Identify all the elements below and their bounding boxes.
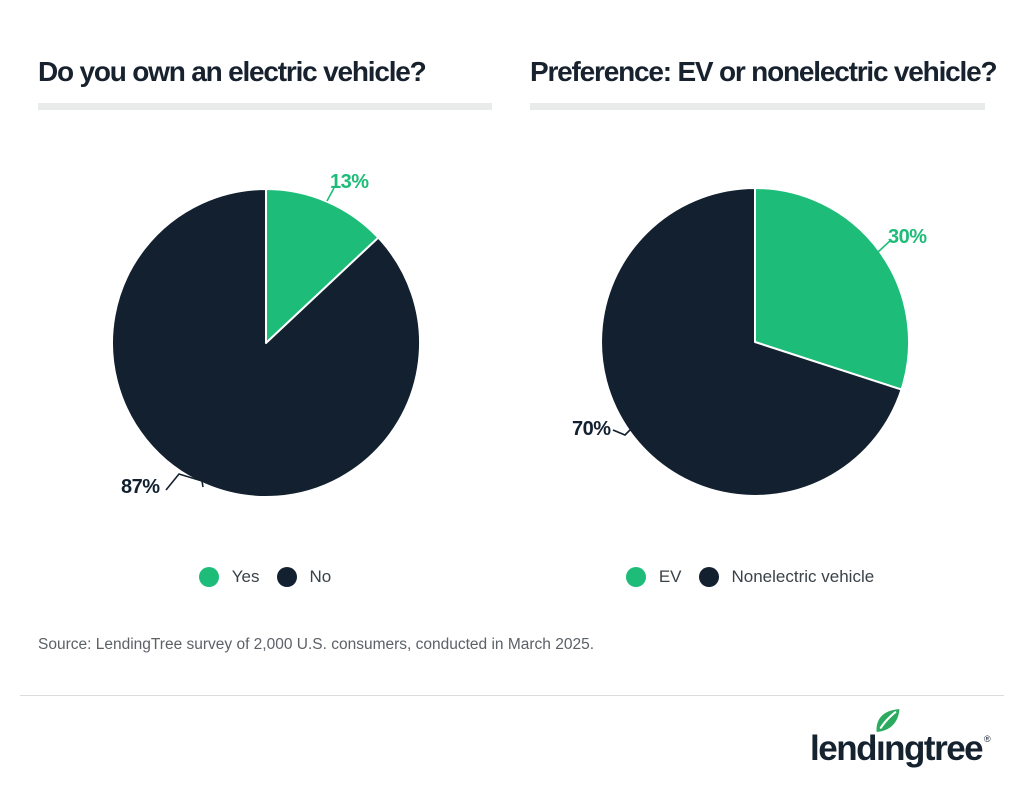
legend-label-no: No xyxy=(309,567,332,586)
slice-label-ev: 30% xyxy=(888,226,927,248)
callout-line-70-percent xyxy=(612,426,634,436)
chart-title-left: Do you own an electric vehicle? xyxy=(38,56,427,87)
legend-item-no: No xyxy=(276,566,332,588)
source-note: Source: LendingTree survey of 2,000 U.S.… xyxy=(38,636,595,653)
legend-dot-no xyxy=(276,567,297,587)
legend-left: Yes No xyxy=(38,566,492,588)
legend-right: EV Nonelectric vehicle xyxy=(525,566,975,588)
legend-item-ev: EV xyxy=(625,566,682,588)
legend-dot-nonelectric-vehicle xyxy=(698,567,719,587)
slice-label-yes: 13% xyxy=(330,171,369,193)
legend-dot-ev xyxy=(625,567,646,587)
footer-divider xyxy=(20,695,1004,696)
pie-chart-ev-preference xyxy=(600,187,911,497)
legend-label-yes: Yes xyxy=(231,567,260,586)
legend-label-ev: EV xyxy=(658,567,682,586)
callout-line-87-percent xyxy=(165,473,204,491)
legend-item-yes: Yes xyxy=(198,566,260,588)
title-underline-right xyxy=(530,103,985,110)
pie-chart-ev-ownership xyxy=(111,188,421,498)
chart-title-right: Preference: EV or nonelectric vehicle? xyxy=(530,56,998,87)
callout-line-13-percent xyxy=(326,187,335,202)
pie-slice-yes xyxy=(265,188,380,344)
legend-dot-yes xyxy=(198,567,219,587)
slice-label-no: 87% xyxy=(121,476,160,498)
callout-line-30-percent xyxy=(877,239,892,253)
legend-label-nonelectric-vehicle: Nonelectric vehicle xyxy=(731,567,875,586)
pie-slice-no xyxy=(111,188,421,498)
legend-item-nonelectric-vehicle: Nonelectric vehicle xyxy=(698,566,875,588)
pie-slice-nonelectric-vehicle xyxy=(600,187,903,497)
slice-label-nonelectric: 70% xyxy=(572,418,611,440)
title-underline-left xyxy=(38,103,492,110)
